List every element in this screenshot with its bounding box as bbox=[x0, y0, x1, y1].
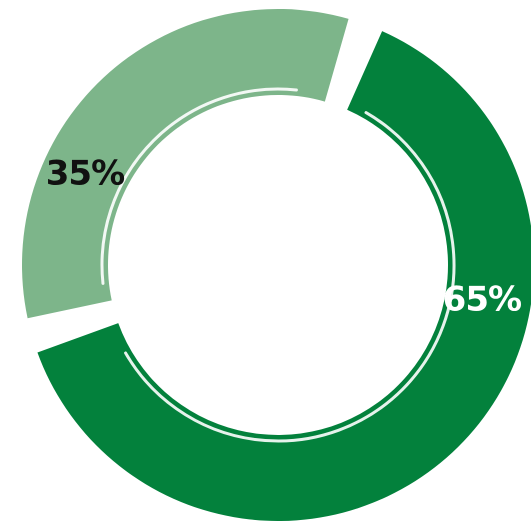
donut-data-labels: 65% 35% bbox=[46, 153, 522, 319]
donut-slice-large bbox=[37, 31, 531, 521]
data-label-large: 65% bbox=[443, 279, 521, 319]
donut-slices bbox=[22, 8, 531, 521]
data-label-small: 35% bbox=[46, 153, 124, 193]
donut-slice-highlight bbox=[124, 111, 456, 443]
donut-slice-highlight bbox=[100, 87, 298, 285]
